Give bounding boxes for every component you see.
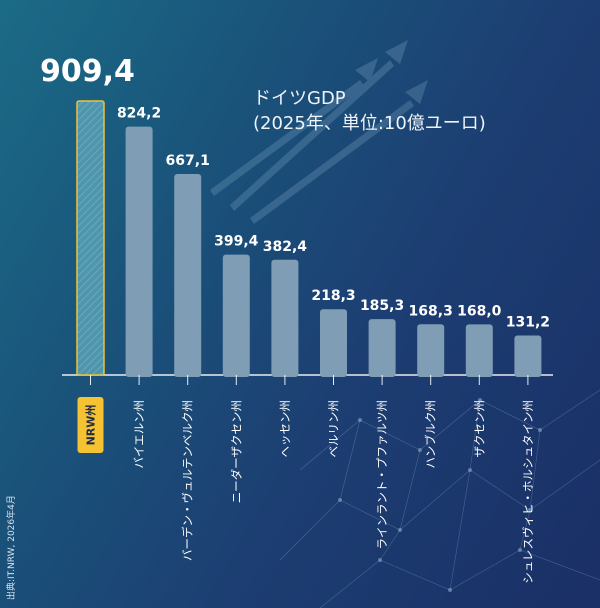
bar [514, 335, 542, 377]
category-badge [77, 397, 104, 453]
data-label: 909,4 [40, 54, 135, 89]
bar [417, 324, 445, 377]
chart-title: ドイツGDP (2025年、単位:10億ユーロ) [253, 88, 486, 134]
data-label: 131,2 [506, 314, 550, 330]
bar [465, 324, 493, 377]
data-label: 185,3 [360, 298, 404, 314]
x-tick-label: ニーダーザクセン州 [229, 400, 243, 503]
data-label: 824,2 [117, 106, 161, 122]
source-note: 出典:IT.NRW, 2026年4月 [7, 495, 17, 600]
x-tick-label: ラインラント・プファルツ州 [375, 400, 389, 550]
bar [222, 254, 250, 377]
x-tick-label: バイエルン州 [132, 400, 146, 469]
data-label: 382,4 [263, 239, 308, 255]
x-tick-label: ベルリン州 [327, 400, 341, 458]
data-label: 667,1 [166, 153, 210, 169]
bar [125, 126, 153, 377]
bar [320, 309, 347, 377]
x-tick-label: ヘッセン州 [278, 400, 292, 458]
x-tick-label: バーデン・ヴュルテンベルク州 [181, 400, 195, 561]
x-tick-label: ハンブルク州 [424, 400, 438, 469]
x-tick-label: シュレスヴィヒ・ホルシュタイン州 [521, 400, 535, 584]
data-label: 168,3 [409, 303, 453, 319]
data-label: 218,3 [311, 288, 355, 304]
data-label: 399,4 [214, 234, 259, 250]
x-tick-label: NRW州 [85, 405, 98, 446]
bar-highlight [76, 100, 105, 376]
x-tick-label: ザクセン州 [472, 400, 486, 458]
bar [174, 174, 202, 377]
data-label: 168,0 [457, 303, 502, 319]
bar [368, 319, 396, 377]
bar [271, 259, 299, 377]
